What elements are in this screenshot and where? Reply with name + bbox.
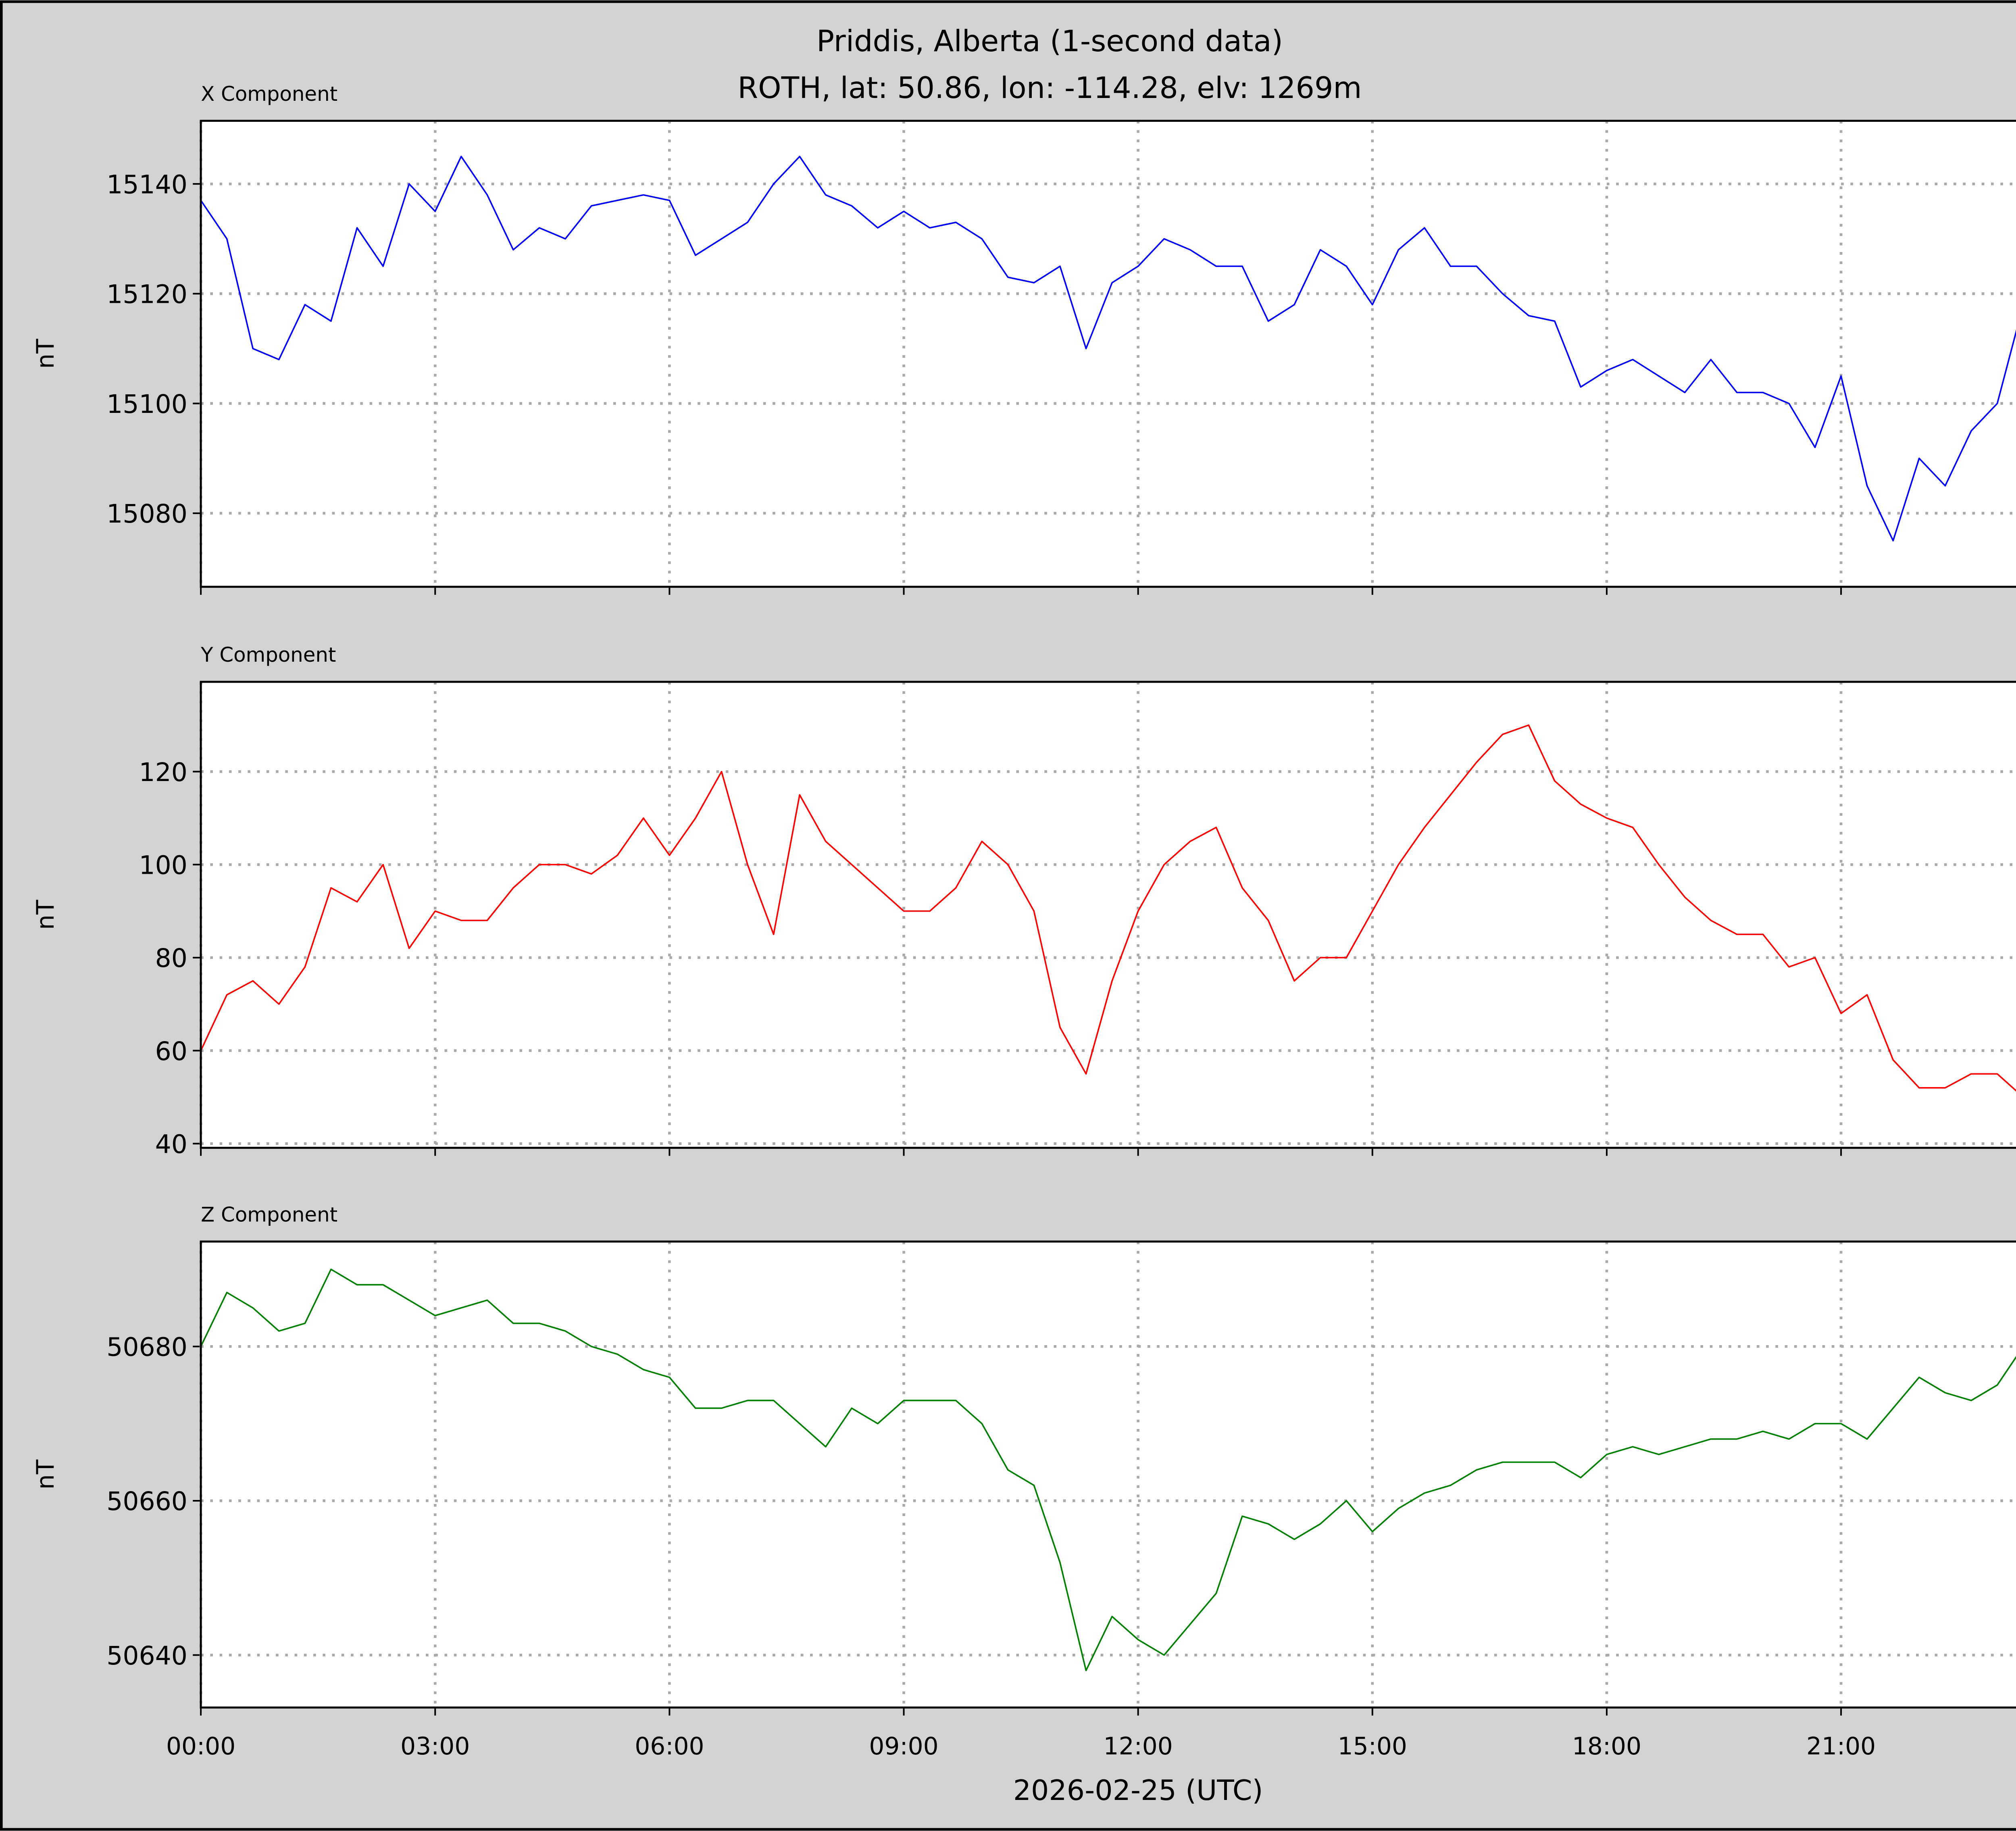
panel-title: Y Component [200, 643, 336, 667]
y-tick-label: 40 [155, 1129, 187, 1159]
y-tick-label: 120 [139, 757, 187, 787]
data-line [200, 156, 2016, 542]
y-axis-label: nT [32, 900, 60, 930]
panel-title: Z Component [201, 1203, 337, 1226]
y-tick-label: 15140 [106, 169, 187, 199]
plot-frame [200, 120, 2016, 588]
data-line [200, 1269, 2016, 1671]
panel-title: X Component [201, 82, 337, 106]
x-tick-label: 21:00 [1806, 1733, 1876, 1760]
y-tick-label: 60 [155, 1036, 187, 1066]
plot-frame [200, 1240, 2016, 1709]
figure-title: Priddis, Alberta (1-second data) [816, 24, 1283, 58]
x-tick-label: 06:00 [635, 1733, 704, 1760]
x-tick-label: 09:00 [869, 1733, 938, 1760]
y-tick-label: 100 [139, 850, 187, 880]
x-tick-label: 12:00 [1104, 1733, 1173, 1760]
y-tick-label: 15080 [106, 499, 187, 529]
y-tick-label: 50660 [106, 1486, 187, 1516]
plot-area [201, 682, 2016, 1148]
plot-frame [200, 681, 2016, 1149]
x-tick-label: 15:00 [1338, 1733, 1407, 1760]
y-tick-label: 15120 [106, 279, 187, 309]
x-tick-label: 00:00 [166, 1733, 235, 1760]
plot-area [201, 1241, 2016, 1708]
x-tick-label: 18:00 [1572, 1733, 1641, 1760]
x-tick-label: 03:00 [400, 1733, 470, 1760]
y-axis-label: nT [32, 339, 60, 369]
y-tick-label: 15100 [106, 389, 187, 419]
y-tick-label: 80 [155, 943, 187, 973]
data-line [200, 724, 2016, 1092]
y-tick-label: 50680 [106, 1332, 187, 1362]
plot-area [201, 121, 2016, 587]
y-axis-label: nT [32, 1459, 60, 1489]
y-tick-label: 50640 [106, 1641, 187, 1671]
figure-subtitle: ROTH, lat: 50.86, lon: -114.28, elv: 126… [737, 71, 1362, 105]
x-axis-label: 2026-02-25 (UTC) [1013, 1774, 1263, 1807]
